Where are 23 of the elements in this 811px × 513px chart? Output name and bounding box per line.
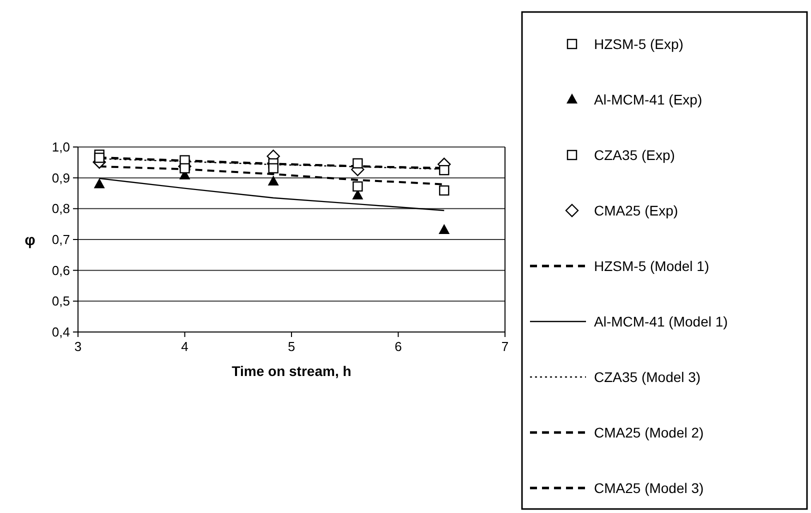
y-tick-label: 0,4 — [52, 324, 70, 340]
y-tick-label: 1,0 — [52, 140, 70, 155]
legend-label: Al-MCM-41 (Model 1) — [594, 313, 728, 330]
legend-label: CZA35 (Exp) — [594, 146, 675, 163]
legend-label: CZA35 (Model 3) — [594, 368, 701, 385]
y-axis-title: φ — [24, 232, 36, 249]
y-tick-label: 0,5 — [52, 294, 70, 309]
legend-label: HZSM-5 (Model 1) — [594, 258, 710, 274]
legend-label: CMA25 (Exp) — [594, 202, 678, 218]
y-tick-label: 0,6 — [52, 262, 70, 278]
x-axis-title: Time on stream, h — [232, 363, 352, 379]
x-tick-label: 6 — [394, 339, 402, 354]
legend-label: CMA25 (Model 3) — [594, 480, 704, 496]
x-tick-label: 7 — [501, 339, 509, 354]
y-tick-label: 0,8 — [52, 201, 70, 216]
legend-label: HZSM-5 (Exp) — [594, 36, 684, 52]
x-tick-label: 3 — [74, 339, 82, 354]
y-tick-label: 0,9 — [52, 170, 70, 186]
legend-label: Al-MCM-41 (Exp) — [594, 91, 702, 108]
legend-label: CMA25 (Model 2) — [594, 424, 704, 440]
x-tick-label: 4 — [181, 339, 188, 354]
x-tick-label: 5 — [288, 339, 296, 354]
y-tick-label: 0,7 — [52, 232, 70, 248]
